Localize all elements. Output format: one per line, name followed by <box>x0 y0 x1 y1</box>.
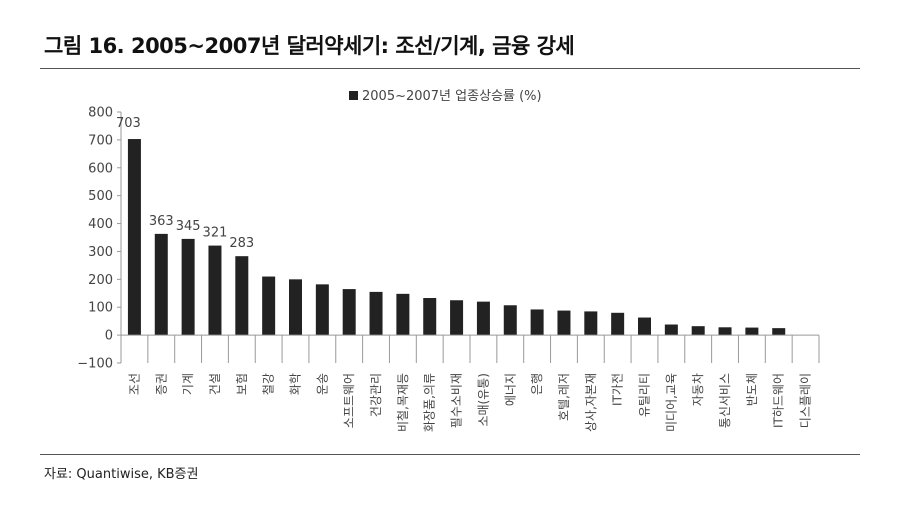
category-label: 기계 <box>181 373 195 395</box>
category-label: 보험 <box>235 373 249 395</box>
bar <box>450 300 464 336</box>
y-tick-label: 0 <box>105 329 113 344</box>
x-axis: 조선 증권 기계 건설 보험 철강 화학 운송 소프트웨어 건강관리 비철,목재등 화장품,의류 필수소… <box>120 334 820 432</box>
category-label: 디스플레이 <box>799 373 813 428</box>
bar <box>396 293 410 336</box>
data-label: 321 <box>203 226 228 241</box>
category-label: IT가전 <box>611 373 625 406</box>
y-axis: −100 0 100 200 300 400 500 600 700 800 <box>77 106 122 372</box>
bar <box>503 305 517 336</box>
bar <box>772 328 786 336</box>
source-note: 자료: Quantiwise, KB증권 <box>44 467 199 482</box>
bar <box>342 289 356 336</box>
y-tick-label: 500 <box>88 189 113 204</box>
category-label: 운송 <box>315 373 329 395</box>
bar <box>476 301 490 336</box>
bottom-rule <box>40 454 860 455</box>
bar <box>423 298 437 336</box>
category-label: IT하드웨어 <box>772 373 786 428</box>
category-label: 철강 <box>262 373 276 395</box>
bar <box>718 327 732 336</box>
category-label: 증권 <box>154 373 168 395</box>
bar <box>691 326 705 336</box>
category-label: 호텔,레저 <box>557 373 571 421</box>
bar <box>530 309 544 336</box>
data-label: 703 <box>116 116 141 131</box>
category-label: 비철,목재등 <box>396 373 410 432</box>
y-tick-label: 300 <box>88 245 113 260</box>
y-tick-label: 600 <box>88 161 113 176</box>
legend-swatch <box>349 91 358 100</box>
data-label: 345 <box>176 219 201 234</box>
chart-legend: 2005~2007년 업종상승률 (%) <box>349 89 542 104</box>
category-label: 조선 <box>127 373 141 395</box>
bar <box>664 324 678 336</box>
bar <box>745 327 759 336</box>
bar <box>315 284 329 336</box>
bar <box>611 312 625 336</box>
bar <box>289 279 302 336</box>
category-label: 건강관리 <box>369 373 383 417</box>
y-tick-label: 400 <box>88 217 113 232</box>
category-label: 상사,자본재 <box>584 373 598 432</box>
category-label: 화학 <box>289 373 303 395</box>
category-label: 유틸리티 <box>638 373 652 417</box>
legend-label: 2005~2007년 업종상승률 (%) <box>362 89 542 104</box>
bar <box>181 238 195 336</box>
category-label: 자동차 <box>691 373 705 406</box>
category-label: 반도체 <box>745 373 759 406</box>
bar <box>127 139 141 336</box>
y-tick-label: 700 <box>88 133 113 148</box>
category-label: 소프트웨어 <box>342 373 356 428</box>
category-label: 통신서비스 <box>718 373 732 428</box>
category-label: 화장품,의류 <box>423 373 437 432</box>
bar <box>369 291 383 336</box>
y-tick-label: 200 <box>88 273 113 288</box>
top-rule <box>40 68 860 69</box>
bar <box>638 317 651 336</box>
y-tick-label: −100 <box>77 357 113 372</box>
bar <box>235 256 249 336</box>
category-label: 건설 <box>208 373 222 395</box>
figure-title: 그림 16. 2005~2007년 달러약세기: 조선/기계, 금융 강세 <box>44 34 575 58</box>
bar <box>262 276 276 336</box>
category-label: 에너지 <box>503 373 517 406</box>
data-label: 283 <box>229 236 254 251</box>
category-label: 은행 <box>529 373 544 395</box>
y-tick-label: 800 <box>88 106 113 121</box>
bar <box>208 245 222 336</box>
y-tick-label: 100 <box>88 301 113 316</box>
category-label: 소매(유통) <box>476 373 490 427</box>
bar <box>557 310 571 336</box>
category-label: 필수소비재 <box>450 373 464 428</box>
bar <box>154 233 168 336</box>
category-label: 미디어,교육 <box>664 373 678 432</box>
data-label: 363 <box>149 214 174 229</box>
bar <box>584 311 598 336</box>
